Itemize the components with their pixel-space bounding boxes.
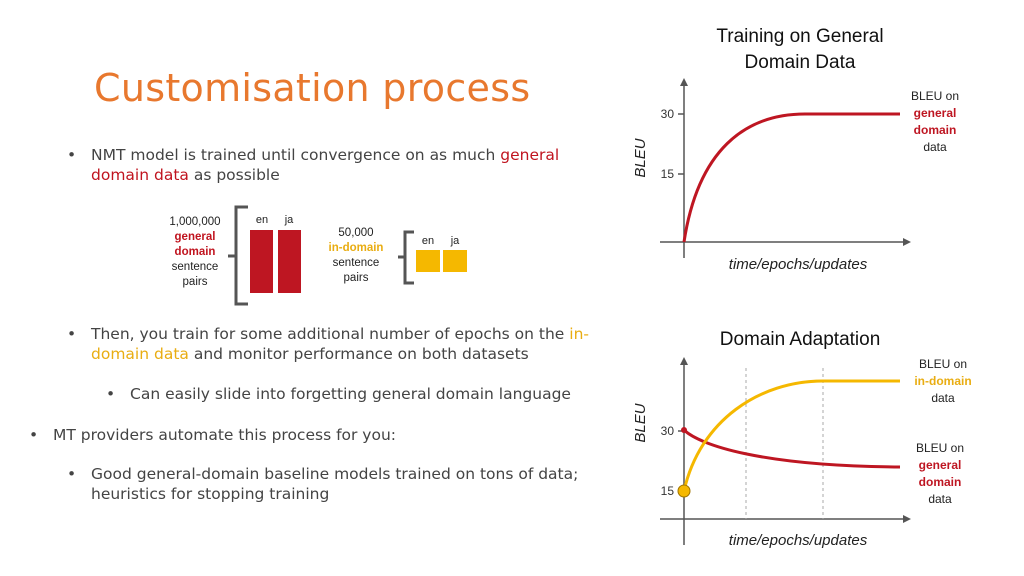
bottom-x-arrow [903, 515, 911, 523]
top-y-arrow [680, 78, 688, 86]
bottom-indomain-curve [682, 379, 900, 492]
bullet-5: • Good general-domain baseline models tr… [67, 464, 579, 504]
bullet-2-highlight: in- [569, 325, 590, 343]
bottom-in-legend-3: data [931, 391, 955, 405]
bottom-general-start [681, 427, 687, 433]
indomain-corpus-label: 50,000 in-domain sentence pairs [318, 226, 394, 286]
top-chart-title-1: Training on General [716, 26, 883, 47]
top-x-arrow [903, 238, 911, 246]
bullet-1-highlight: general [500, 146, 560, 164]
top-legend-4: data [923, 140, 947, 154]
bottom-ytick-30: 30 [661, 424, 675, 438]
bottom-ylabel: BLEU [632, 403, 649, 442]
bottom-general-curve [682, 428, 901, 469]
indomain-en-bar [416, 250, 440, 272]
bullet-5-line2: heuristics for stopping training [91, 485, 330, 503]
bullet-dot: • [67, 325, 77, 343]
bullet-1-post: as possible [188, 166, 280, 184]
pairs-word: pairs [343, 272, 369, 284]
top-chart-title-2: Domain Data [745, 52, 856, 73]
bottom-in-legend-1: BLEU on [919, 357, 967, 371]
bottom-y-arrow [680, 357, 688, 365]
bullet-2: • Then, you train for some additional nu… [67, 324, 590, 364]
general-corpus-label: 1,000,000 general domain sentence pairs [160, 215, 230, 290]
indomain-count: 50,000 [338, 227, 374, 239]
bullet-5-line1: Good general-domain baseline models trai… [91, 465, 579, 483]
top-xlabel: time/epochs/updates [729, 256, 868, 273]
pairs-word: pairs [182, 276, 208, 288]
bottom-gen-legend-4: data [928, 492, 952, 506]
bottom-ytick-15: 15 [661, 484, 675, 498]
bottom-indomain-start [677, 484, 691, 498]
bullet-2-highlight-2: domain data [91, 345, 189, 363]
top-ytick-30: 30 [661, 107, 675, 121]
domain-word: domain [174, 246, 216, 258]
general-corpus-bracket [228, 205, 248, 306]
indomain-word: in-domain [328, 242, 384, 254]
bullet-4: • MT providers automate this process for… [29, 425, 397, 445]
general-ja-label: ja [284, 214, 294, 226]
general-word: general [174, 231, 216, 243]
sentence-word: sentence [171, 261, 219, 273]
bottom-in-legend-2: in-domain [914, 374, 971, 388]
bullet-2-post: and monitor performance on both datasets [188, 345, 529, 363]
bullet-1: • NMT model is trained until convergence… [67, 145, 560, 185]
general-count: 1,000,000 [169, 216, 221, 228]
bullet-2-text: Then, you train for some additional numb… [91, 325, 570, 343]
indomain-ja-label: ja [450, 235, 460, 247]
top-legend-1: BLEU on [911, 89, 959, 103]
bottom-xlabel: time/epochs/updates [729, 532, 868, 549]
bottom-gen-legend-2: general [919, 458, 962, 472]
indomain-en-label: en [422, 235, 434, 247]
bullet-3: • Can easily slide into forgetting gener… [106, 384, 571, 404]
general-en-bar [250, 230, 273, 293]
general-ja-bar [278, 230, 301, 293]
bullet-dot: • [67, 146, 77, 164]
bullet-dot: • [106, 385, 116, 403]
top-legend-2: general [914, 106, 957, 120]
bottom-gen-legend-1: BLEU on [916, 441, 964, 455]
top-ylabel: BLEU [632, 138, 649, 177]
indomain-corpus-bracket [398, 230, 414, 285]
sentence-word: sentence [332, 257, 380, 269]
bullet-1-text: NMT model is trained until convergence o… [91, 146, 501, 164]
top-ytick-15: 15 [661, 167, 675, 181]
bullet-dot: • [29, 426, 39, 444]
bullet-dot: • [67, 465, 77, 483]
top-general-curve [682, 112, 900, 243]
bottom-gen-legend-3: domain [919, 475, 962, 489]
bullet-4-text: MT providers automate this process for y… [53, 426, 397, 444]
bullet-1-highlight-2: domain data [91, 166, 189, 184]
bullet-3-text: Can easily slide into forgetting general… [130, 385, 571, 403]
indomain-ja-bar [443, 250, 467, 272]
general-en-label: en [256, 214, 268, 226]
slide-title: Customisation process [94, 66, 531, 110]
top-legend-3: domain [914, 123, 957, 137]
bottom-chart-title: Domain Adaptation [720, 329, 881, 350]
